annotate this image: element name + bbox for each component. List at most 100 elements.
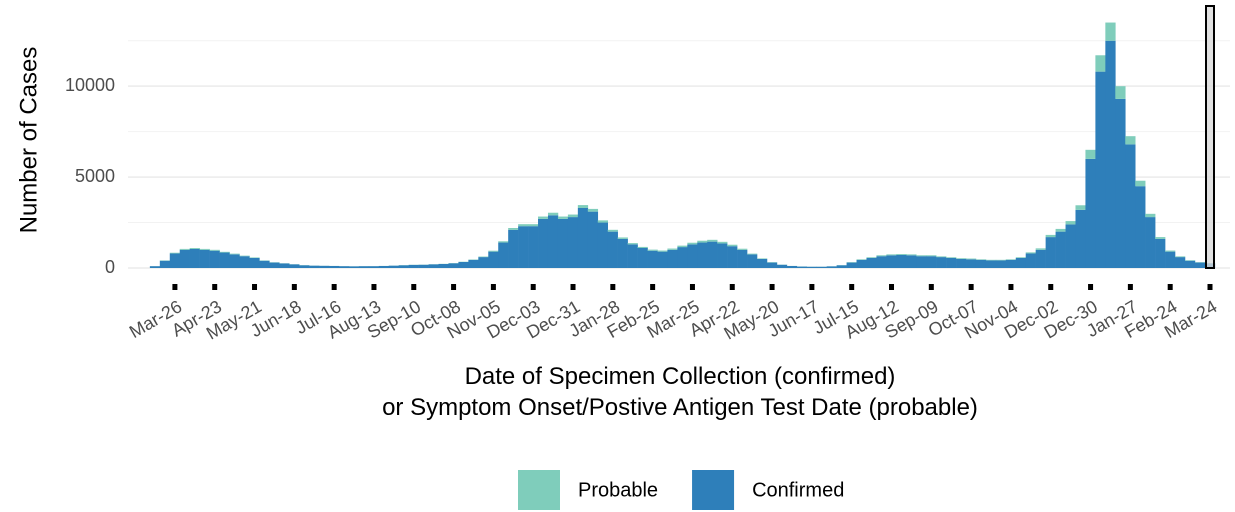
y-tick-label: 5000 — [75, 166, 115, 186]
bar-segment — [607, 229, 618, 232]
x-axis-title: Date of Specimen Collection (confirmed) o… — [382, 363, 978, 421]
bar-segment — [766, 262, 778, 268]
x-tick-mark — [1088, 284, 1094, 290]
bar-segment — [508, 228, 519, 230]
bar-segment — [906, 255, 917, 268]
x-tick-mark — [1127, 284, 1133, 290]
bar-segment — [299, 265, 310, 268]
bar-segment — [358, 266, 370, 268]
bar-segment — [846, 262, 857, 268]
bar-segment — [1085, 158, 1096, 268]
bar-segment — [1155, 237, 1166, 239]
x-tick-mark — [928, 284, 934, 290]
bar-segment — [876, 255, 887, 257]
bar-segment — [488, 250, 499, 252]
bar-segment — [1045, 237, 1056, 268]
bar-segment — [398, 265, 409, 268]
bar-segment — [418, 264, 429, 268]
bar-segment — [756, 258, 768, 259]
bar-segment — [667, 248, 678, 250]
bar-segment — [637, 246, 648, 248]
x-tick-mark — [1167, 284, 1173, 290]
bar-segment — [1165, 251, 1176, 268]
bar-segment — [896, 254, 907, 255]
legend-label: Probable — [578, 479, 658, 501]
bar-segment — [747, 254, 758, 268]
bar-segment — [577, 208, 589, 268]
bar-segment — [627, 244, 638, 268]
bar-segment — [946, 258, 957, 268]
x-tick-mark — [1207, 284, 1213, 290]
bar-segment — [647, 250, 658, 268]
bar-segment — [329, 266, 340, 268]
bar-segment — [249, 258, 260, 268]
bar-segment — [1165, 250, 1176, 252]
bar-segment — [995, 260, 1007, 268]
bar-segment — [567, 214, 579, 218]
bar-segment — [687, 242, 698, 245]
bar-segment — [219, 252, 230, 268]
x-tick-mark — [610, 284, 616, 290]
x-tick-mark — [411, 284, 417, 290]
x-tick-mark — [889, 284, 895, 290]
bar-segment — [856, 259, 867, 268]
bar-segment — [866, 257, 877, 258]
x-tick-mark — [490, 284, 496, 290]
bar-segment — [378, 266, 390, 268]
bar-segment — [1005, 259, 1017, 268]
bar-segment — [876, 256, 887, 268]
bar-segment — [886, 255, 897, 268]
bar-segment — [547, 215, 559, 268]
x-tick-mark — [729, 284, 735, 290]
bar-segment — [518, 226, 529, 268]
bar-segment — [518, 224, 529, 227]
bar-segment — [956, 258, 967, 268]
bar-segment — [1075, 205, 1086, 210]
bar-segment — [269, 262, 280, 268]
bar-segment — [279, 263, 290, 268]
bar-segment — [1095, 71, 1106, 269]
bar-segment — [1184, 260, 1196, 268]
bar-segment — [229, 254, 240, 268]
bar-segment — [1194, 262, 1206, 268]
bar-segment — [687, 244, 698, 268]
bar-segment — [438, 264, 449, 268]
bar-segment — [677, 247, 688, 268]
bar-segment — [468, 259, 479, 268]
x-tick-mark — [212, 284, 218, 290]
bar-segment — [1135, 186, 1146, 268]
bar-segment — [577, 205, 589, 208]
bar-segment — [169, 253, 181, 268]
bar-segment — [348, 266, 360, 268]
bar-segment — [975, 259, 987, 260]
bar-segment — [508, 229, 519, 268]
bar-segment — [567, 217, 579, 268]
x-tick-mark — [689, 284, 695, 290]
bar-segment — [239, 255, 250, 257]
bar-segment — [189, 248, 200, 249]
bar-segment — [906, 254, 917, 256]
bar-segment — [1035, 248, 1046, 250]
bar-segment — [717, 243, 728, 268]
bar-segment — [1145, 217, 1156, 268]
bar-segment — [896, 254, 907, 268]
x-tick-mark — [291, 284, 297, 290]
bar-segment — [159, 260, 171, 268]
x-tick-mark — [172, 284, 178, 290]
x-tick-mark — [371, 284, 377, 290]
bar-segment — [1125, 144, 1136, 268]
bar-segment — [657, 251, 668, 268]
bar-segment — [836, 265, 847, 268]
bar-segment — [338, 266, 350, 268]
y-tick-label: 0 — [105, 257, 115, 277]
bar-segment — [309, 265, 320, 268]
bar-segment — [1175, 256, 1186, 258]
bar-segment — [289, 264, 300, 268]
bar-segment — [1115, 98, 1126, 268]
bar-segment — [538, 218, 549, 268]
bar-segment — [169, 252, 181, 254]
bar-segment — [1055, 228, 1066, 232]
bar-segment — [587, 208, 599, 212]
bar-segment — [1005, 259, 1017, 260]
